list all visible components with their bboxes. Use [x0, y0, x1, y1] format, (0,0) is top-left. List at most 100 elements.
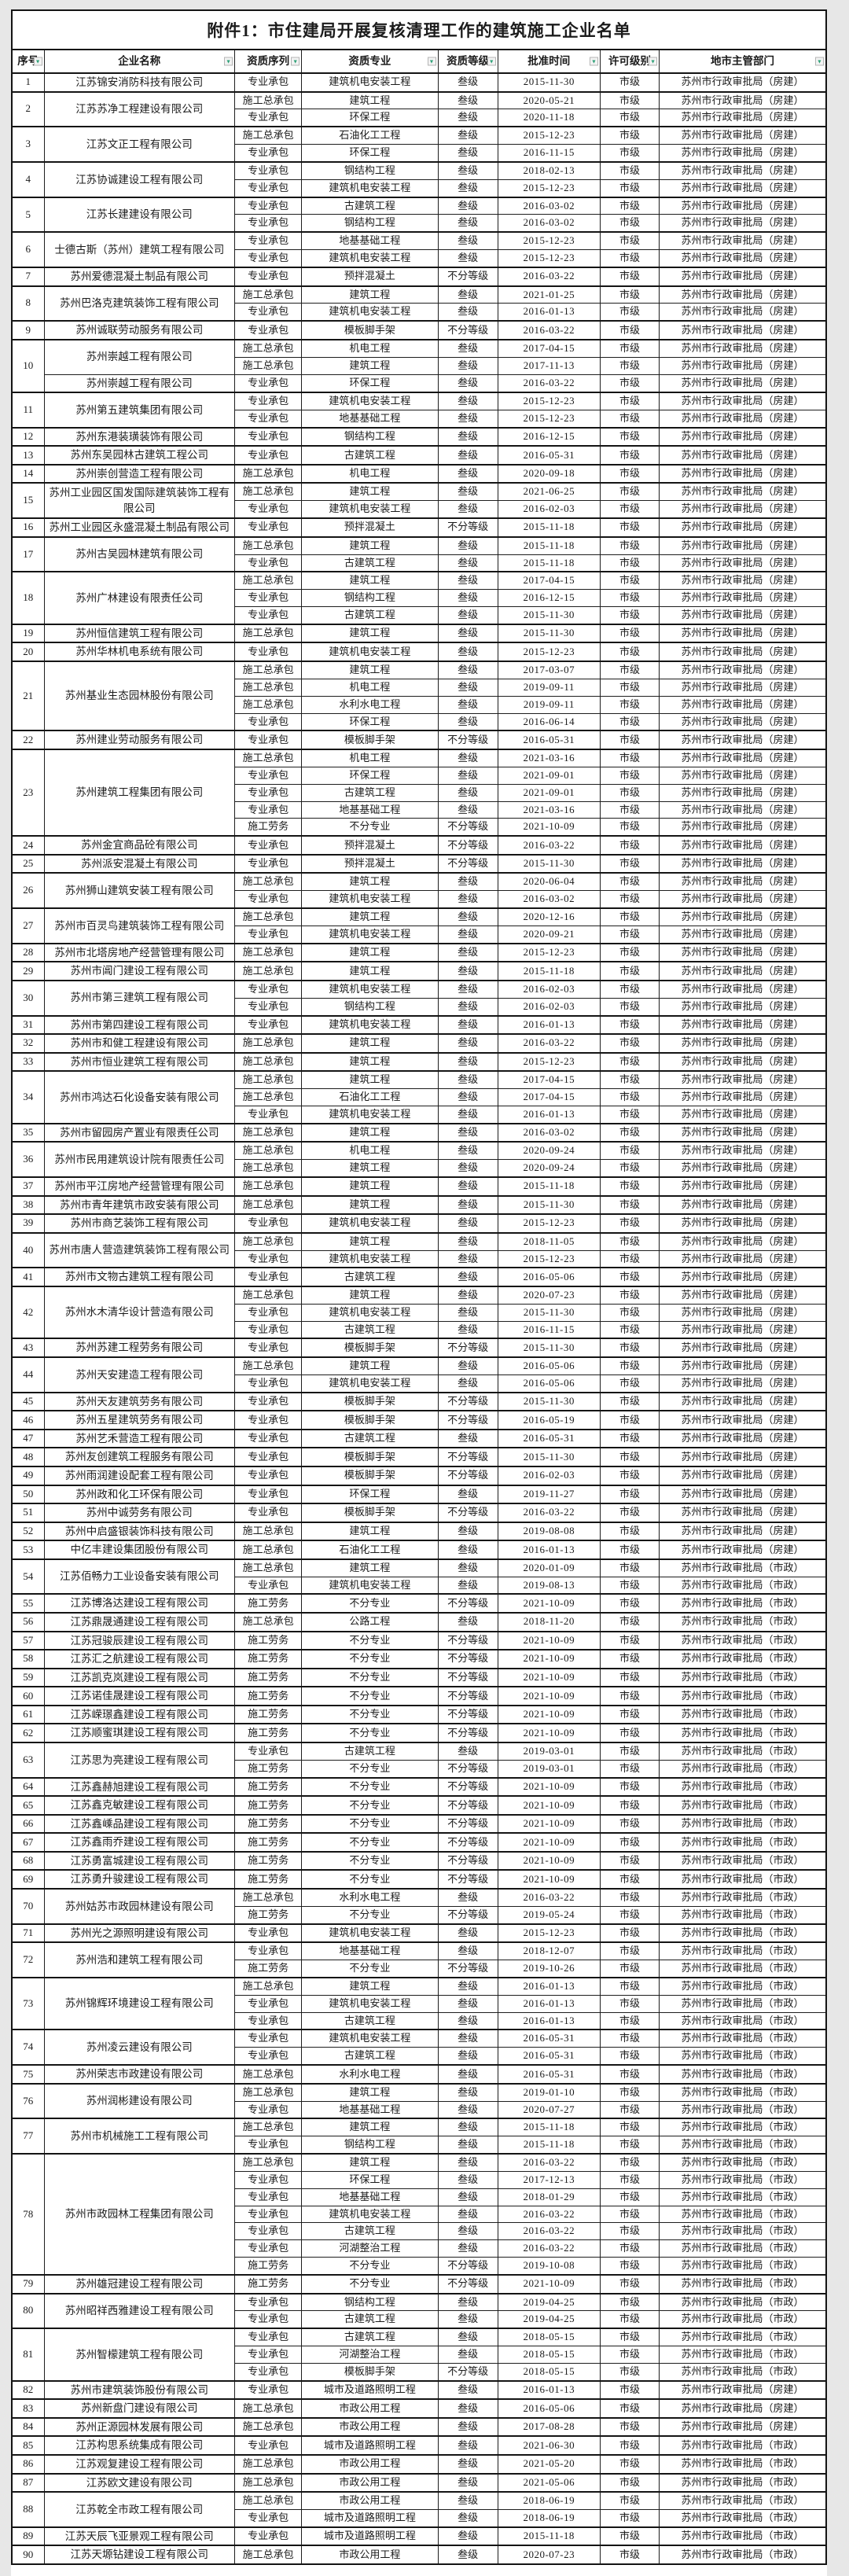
approval-date-cell: 2015-11-30	[497, 1194, 601, 1215]
table-row: 58 江苏汇之航建设工程有限公司 施工劳务 不分专业 不分等级 2021-10-09 市级苏…	[11, 1649, 827, 1669]
qualification-specialty-cell: 建筑机电安装工程	[301, 178, 439, 198]
approval-date-cell: 2021-10-09	[497, 1850, 601, 1871]
qualification-specialty-cell: 建筑机电安装工程	[301, 1923, 439, 1943]
approval-date-cell: 2015-12-23	[497, 942, 601, 962]
qualification-series-cell: 专业承包	[234, 1447, 303, 1467]
table-row: 施工劳务 不分专业 不分等级 2021-10-09 市级 苏州市行政审批局（房建）	[12, 818, 827, 837]
department-cell: 苏州市行政审批局（市政）	[659, 1759, 827, 1779]
license-level-cell: 市级	[599, 320, 660, 340]
qualification-specialty-cell: 水利水电工程	[301, 2064, 439, 2085]
qualification-grade-cell: 不分等级	[437, 1795, 498, 1816]
filter-dropdown-icon[interactable]: ▼	[224, 57, 233, 66]
approval-date-cell: 2021-03-16	[497, 800, 601, 819]
qualification-specialty-cell: 建筑工程	[301, 356, 439, 375]
table-row: 77 苏州市机械施工工程有限公司 施工总承包 建筑工程 叁级 2015-11-18 市级 苏州…	[11, 2118, 827, 2155]
qualification-grade-cell: 叁级	[437, 374, 498, 393]
qualification-grade-cell: 叁级	[437, 72, 498, 93]
qualification-grade-cell: 叁级	[437, 1051, 498, 1072]
qualification-specialty-cell: 石油化工工程	[301, 126, 439, 145]
qualification-grade-cell: 叁级	[437, 482, 498, 502]
company-name-cell: 江苏乾全市政工程有限公司	[43, 2491, 236, 2528]
qualification-grade-cell: 叁级	[437, 1320, 498, 1339]
qualification-specialty-cell: 不分专业	[301, 1905, 439, 1925]
qualification-series-cell: 施工劳务	[234, 1704, 303, 1724]
qualification-grade-cell: 叁级	[437, 2205, 498, 2224]
filter-dropdown-icon[interactable]: ▼	[649, 57, 658, 66]
table-row: 专业承包 建筑机电安装工程 叁级 2016-03-22 市级 苏州市行政审批局（市政）	[12, 2205, 827, 2224]
qualification-specialty-cell: 建筑工程	[301, 1558, 439, 1577]
row-number-cell: 46	[11, 1410, 45, 1430]
license-level-cell: 市级	[599, 1741, 660, 1761]
company-name-cell: 江苏天辰飞亚景观工程有限公司	[43, 2526, 236, 2546]
qualification-specialty-cell: 钢结构工程	[301, 589, 439, 608]
table-row: 18 苏州广林建设有限责任公司 施工总承包 建筑工程 叁级 2017-04-15 市级 苏州市…	[11, 571, 827, 625]
qualification-series-cell: 施工总承包	[234, 1088, 303, 1106]
approval-date-cell: 2019-05-24	[497, 1905, 601, 1925]
table-row: 专业承包 建筑机电安装工程 叁级 2015-12-23 市级 苏州市行政审批局（房建）	[12, 178, 827, 198]
qualification-series-cell: 施工总承包	[234, 338, 303, 358]
table-row: 施工总承包 建筑工程 叁级 2017-11-13 市级 苏州市行政审批局（房建）	[12, 356, 827, 375]
qualification-grade-cell: 不分等级	[437, 267, 498, 287]
qualification-grade-cell: 叁级	[437, 1558, 498, 1577]
table-row: 专业承包 钢结构工程 叁级 2016-02-03 市级 苏州市行政审批局（房建）	[12, 997, 827, 1017]
department-cell: 苏州市行政审批局（市政）	[659, 2435, 827, 2456]
column-header-label: 资质等级	[447, 55, 490, 68]
approval-date-cell: 2021-05-20	[497, 2454, 601, 2475]
department-cell: 苏州市行政审批局（房建）	[659, 589, 827, 608]
filter-dropdown-icon[interactable]: ▼	[33, 57, 42, 66]
department-cell: 苏州市行政审批局（房建）	[659, 997, 827, 1017]
license-level-cell: 市级	[599, 1105, 660, 1124]
row-number-cell: 77	[11, 2118, 45, 2155]
qualification-series-cell: 专业承包	[234, 249, 303, 268]
qualification-grade-cell: 不分等级	[437, 853, 498, 874]
qualification-series-cell: 专业承包	[234, 642, 303, 662]
approval-date-cell: 2016-03-22	[497, 2153, 601, 2172]
qualification-series-cell: 专业承包	[234, 1014, 303, 1035]
row-number-cell: 33	[11, 1051, 45, 1072]
qualification-specialty-cell: 建筑机电安装工程	[301, 72, 439, 93]
approval-date-cell: 2016-03-22	[497, 1503, 601, 1523]
approval-date-cell: 2016-05-06	[497, 2398, 601, 2419]
qualification-specialty-cell: 建筑机电安装工程	[301, 2205, 439, 2224]
approval-date-cell: 2021-06-25	[497, 482, 601, 502]
license-level-cell: 市级	[599, 500, 660, 519]
qualification-grade-cell: 叁级	[437, 2082, 498, 2102]
table-row: 75 苏州荣志市政建设有限公司 施工总承包 水利水电工程 叁级 2016-05-31 市级苏…	[11, 2064, 827, 2085]
filter-dropdown-icon[interactable]: ▼	[487, 57, 496, 66]
filter-dropdown-icon[interactable]: ▼	[291, 57, 300, 66]
department-cell: 苏州市行政审批局（市政）	[659, 2491, 827, 2511]
department-cell: 苏州市行政审批局（市政）	[659, 2239, 827, 2258]
row-number-cell: 89	[11, 2526, 45, 2546]
qualification-grade-cell: 叁级	[437, 2398, 498, 2419]
qualification-series-cell: 施工劳务	[234, 1832, 303, 1853]
license-level-cell: 市级	[599, 997, 660, 1017]
qualification-specialty-cell: 河湖整治工程	[301, 2239, 439, 2258]
qualification-series-cell: 施工总承包	[234, 2454, 303, 2475]
approval-date-cell: 2016-12-15	[497, 589, 601, 608]
company-name-cell: 江苏观复建设工程有限公司	[43, 2454, 236, 2475]
approval-date-cell: 2017-04-15	[497, 338, 601, 358]
qualification-series-cell: 施工总承包	[234, 1033, 303, 1054]
table-row: 施工总承包 石油化工工程 叁级 2017-04-15 市级 苏州市行政审批局（房建）	[12, 1088, 827, 1106]
qualification-specialty-cell: 古建筑工程	[301, 1428, 439, 1448]
qualification-series-cell: 专业承包	[234, 2222, 303, 2241]
qualification-grade-cell: 叁级	[437, 2239, 498, 2258]
table-row: 专业承包 河湖整治工程 叁级 2016-03-22 市级 苏州市行政审批局（市政）	[12, 2239, 827, 2258]
approval-date-cell: 2015-12-23	[497, 392, 601, 410]
qualification-specialty-cell: 城市及道路照明工程	[301, 2526, 439, 2546]
qualification-series-cell: 专业承包	[234, 925, 303, 944]
company-name-cell: 江苏勇升骏建设工程有限公司	[43, 1869, 236, 1890]
qualification-series-cell: 专业承包	[234, 890, 303, 909]
approval-date-cell: 2016-01-13	[497, 1976, 601, 1996]
filter-dropdown-icon[interactable]: ▼	[427, 57, 436, 66]
qualification-grade-cell: 叁级	[437, 1887, 498, 1907]
table-row: 90 江苏天塬钻建设工程有限公司 施工总承包 市政公用工程 叁级 2020-07-23 市级…	[11, 2545, 827, 2565]
filter-dropdown-icon[interactable]: ▼	[589, 57, 598, 66]
table-row: 1 江苏锦安消防科技有限公司 专业承包 建筑机电安装工程 叁级 2015-11-30 市级苏…	[11, 72, 827, 93]
approval-date-cell: 2015-11-18	[497, 961, 601, 981]
row-number-cell: 75	[11, 2064, 45, 2085]
filter-dropdown-icon[interactable]: ▼	[815, 57, 824, 66]
qualification-specialty-cell: 建筑机电安装工程	[301, 303, 439, 322]
company-name-cell: 苏州崇创营造工程有限公司	[43, 463, 236, 484]
qualification-series-cell: 施工劳务	[234, 1776, 303, 1797]
